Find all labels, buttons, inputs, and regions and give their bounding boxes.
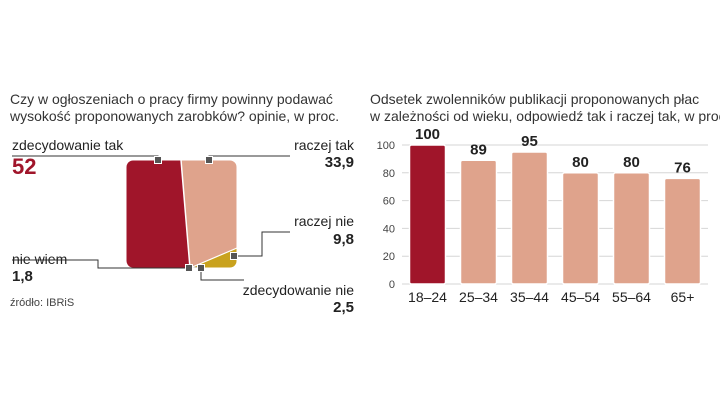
source-note: źródło: IBRiS (10, 297, 75, 309)
y-tick-label: 0 (389, 279, 395, 291)
bar-2 (510, 151, 549, 285)
y-tick-label: 100 (377, 140, 395, 152)
bar-value-label: 95 (521, 133, 538, 150)
bar-4 (612, 172, 651, 285)
label-zdecydowanie-nie: zdecydowanie nie (243, 282, 355, 298)
y-tick-label: 60 (383, 196, 395, 208)
bar-5 (663, 177, 702, 285)
bar-value-label: 100 (415, 126, 440, 143)
pie-title-line1: Czy w ogłoszeniach o pracy firmy powinny… (10, 91, 333, 107)
bar-title-line1: Odsetek zwolenników publikacji proponowa… (370, 91, 700, 107)
y-tick-label: 40 (383, 223, 395, 235)
x-category-label: 25–34 (459, 289, 498, 305)
marker-raczej-nie (230, 252, 238, 260)
bar-value-label: 89 (470, 141, 487, 158)
leader-zdecydowanie-nie (200, 269, 244, 281)
marker-zdecydowanie-tak (154, 156, 162, 164)
slice-raczej-tak (181, 160, 237, 268)
x-category-label: 55–64 (612, 289, 651, 305)
bar-1 (459, 159, 498, 285)
slice-zdecydowanie-tak (126, 160, 190, 268)
x-category-label: 65+ (671, 289, 695, 305)
value-zdecydowanie-tak: 52 (12, 154, 36, 179)
label-nie-wiem: nie wiem (12, 251, 67, 267)
marker-raczej-tak (205, 156, 213, 164)
leader-raczej-nie (234, 231, 290, 257)
leader-nie-wiem (12, 259, 189, 269)
bar-value-label: 80 (623, 154, 640, 171)
value-raczej-nie: 9,8 (333, 231, 354, 248)
value-nie-wiem: 1,8 (12, 268, 33, 285)
x-category-label: 45–54 (561, 289, 600, 305)
value-zdecydowanie-nie: 2,5 (333, 299, 354, 316)
bar-title-line2: w zależności od wieku, odpowiedź tak i r… (370, 108, 720, 124)
bar-value-label: 80 (572, 154, 589, 171)
x-category-label: 18–24 (408, 289, 447, 305)
label-raczej-tak: raczej tak (294, 137, 355, 153)
bar-0 (408, 144, 447, 285)
label-raczej-nie: raczej nie (294, 213, 354, 229)
marker-zdecydowanie-nie (197, 264, 205, 272)
bar-3 (561, 172, 600, 285)
x-category-label: 35–44 (510, 289, 549, 305)
slice-separator (180, 160, 191, 268)
bar-value-label: 76 (674, 159, 691, 176)
label-zdecydowanie-tak: zdecydowanie tak (12, 137, 124, 153)
marker-nie-wiem (185, 264, 193, 272)
pie-title-line2: wysokość proponowanych zarobków? opinie,… (10, 108, 340, 124)
y-tick-label: 20 (383, 251, 395, 263)
y-tick-label: 80 (383, 168, 395, 180)
value-raczej-tak: 33,9 (325, 154, 354, 171)
